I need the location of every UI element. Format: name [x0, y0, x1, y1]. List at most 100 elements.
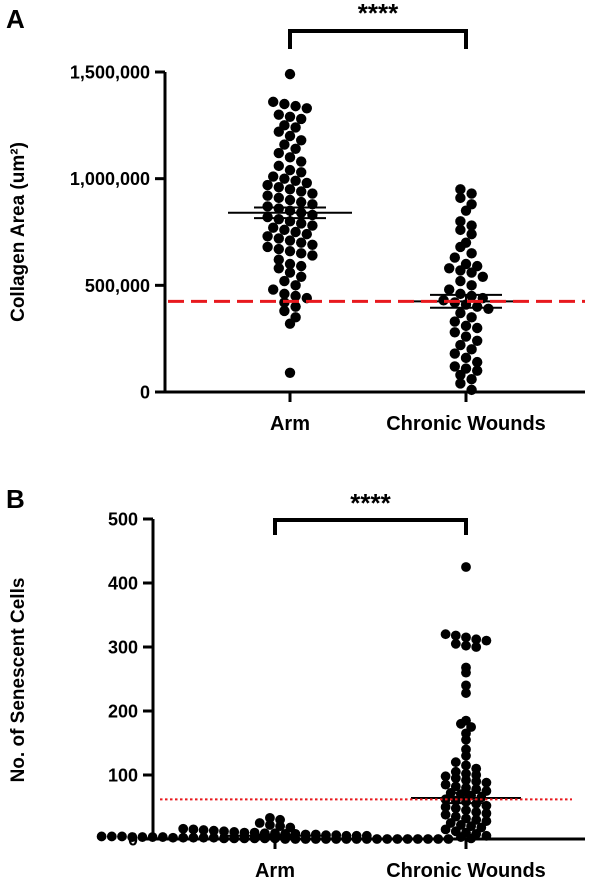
data-point: [273, 126, 284, 137]
data-point: [188, 824, 199, 835]
data-point: [460, 352, 472, 364]
data-point: [466, 384, 477, 396]
data-point: [461, 688, 471, 698]
data-point: [254, 818, 265, 828]
data-point: [296, 196, 307, 208]
data-point: [450, 773, 461, 784]
data-point: [268, 171, 279, 182]
data-point: [262, 211, 273, 223]
data-point: [449, 348, 460, 359]
data-point: [471, 642, 482, 652]
data-point: [361, 834, 372, 844]
data-point: [471, 634, 482, 645]
data-point: [296, 135, 307, 146]
data-point: [455, 192, 466, 204]
data-point: [279, 139, 290, 150]
data-point: [198, 832, 209, 843]
data-point: [262, 190, 273, 201]
data-point: [290, 290, 301, 302]
significance-label: ****: [350, 488, 391, 518]
data-point: [178, 823, 189, 834]
data-point: [481, 777, 492, 788]
data-point: [284, 164, 296, 176]
data-point: [461, 640, 471, 651]
data-point: [307, 250, 318, 261]
significance-bracket: [288, 29, 468, 49]
data-point: [449, 316, 460, 327]
data-point: [296, 237, 307, 248]
data-point: [466, 312, 477, 323]
data-point: [273, 203, 284, 214]
data-point: [279, 275, 290, 287]
data-point: [471, 807, 482, 818]
data-point: [331, 834, 342, 844]
data-point: [461, 562, 471, 572]
data-point: [273, 214, 284, 225]
data-point: [284, 130, 296, 142]
data-point: [455, 378, 466, 389]
data-point: [412, 834, 423, 844]
data-point: [466, 833, 476, 844]
data-point: [402, 834, 413, 844]
data-point: [456, 832, 466, 842]
category-label: Arm: [270, 413, 310, 435]
data-point: [296, 113, 307, 125]
data-point: [208, 825, 219, 836]
data-point: [273, 147, 284, 159]
data-point: [279, 173, 290, 184]
data-point: [455, 216, 466, 227]
data-point: [188, 832, 199, 843]
data-point: [440, 779, 451, 790]
data-point: [284, 246, 296, 257]
y-tick-label: 1,500,000: [70, 63, 150, 83]
data-point: [178, 832, 189, 843]
data-point: [219, 826, 229, 837]
data-point: [472, 335, 483, 346]
data-point: [117, 831, 127, 842]
data-point: [296, 218, 307, 229]
data-point: [466, 220, 477, 231]
panel-a: A 0 500,000 1,000,000 1,500,000 Collagen Area…: [6, 0, 585, 435]
data-point: [307, 239, 318, 250]
data-point: [455, 339, 466, 351]
data-point: [284, 111, 296, 123]
data-point: [307, 188, 318, 199]
y-tick-label: 300: [108, 638, 138, 658]
data-point: [273, 233, 284, 244]
significance-bracket: [273, 518, 468, 535]
data-point: [262, 201, 273, 212]
data-point: [284, 318, 296, 329]
y-tick-label: 1,000,000: [70, 169, 150, 189]
data-point: [279, 98, 290, 110]
data-point: [273, 182, 284, 193]
category-label: Chronic Wounds: [386, 413, 546, 435]
data-point: [466, 267, 477, 278]
data-point: [301, 228, 312, 240]
data-point: [273, 160, 284, 172]
panel-b: B0100200300400500No. of Senescent CellsA…: [6, 484, 585, 881]
data-point: [301, 177, 312, 189]
data-point: [423, 834, 433, 844]
data-point: [273, 243, 284, 255]
data-point: [477, 271, 488, 282]
significance-label: ****: [358, 0, 399, 28]
data-point: [466, 248, 477, 259]
data-point: [461, 750, 471, 761]
data-point: [449, 327, 460, 338]
data-point: [455, 288, 466, 300]
y-tick-label: 100: [108, 766, 138, 786]
data-point: [455, 275, 466, 287]
data-point: [273, 192, 284, 204]
data-point: [461, 667, 471, 678]
data-point: [290, 122, 301, 133]
data-point: [466, 228, 477, 240]
data-point: [472, 365, 483, 376]
data-point: [440, 629, 451, 640]
data-point: [268, 284, 279, 295]
data-point: [273, 109, 284, 120]
data-point: [481, 635, 492, 646]
data-point: [466, 290, 477, 302]
data-point: [284, 235, 296, 246]
data-point: [440, 824, 451, 835]
data-point: [265, 820, 275, 830]
